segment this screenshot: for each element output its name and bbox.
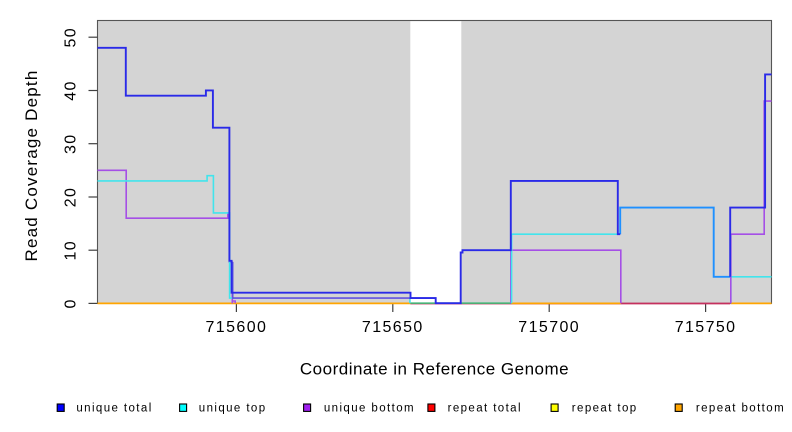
svg-text:30: 30 <box>63 133 80 154</box>
svg-text:10: 10 <box>63 240 80 261</box>
svg-text:repeat top: repeat top <box>572 403 638 415</box>
svg-text:Read Coverage Depth: Read Coverage Depth <box>22 70 41 262</box>
svg-text:715600: 715600 <box>206 319 268 336</box>
svg-text:715750: 715750 <box>675 319 737 336</box>
svg-text:unique top: unique top <box>199 403 267 415</box>
svg-text:50: 50 <box>63 27 80 48</box>
svg-text:repeat bottom: repeat bottom <box>696 403 785 415</box>
svg-text:715650: 715650 <box>362 319 424 336</box>
svg-text:20: 20 <box>63 187 80 208</box>
svg-text:repeat total: repeat total <box>448 403 522 415</box>
svg-text:715700: 715700 <box>518 319 580 336</box>
svg-text:unique bottom: unique bottom <box>324 403 415 415</box>
svg-text:0: 0 <box>63 298 80 308</box>
svg-text:unique total: unique total <box>76 403 152 415</box>
svg-text:Coordinate in Reference Genome: Coordinate in Reference Genome <box>300 360 569 379</box>
svg-text:40: 40 <box>63 80 80 101</box>
